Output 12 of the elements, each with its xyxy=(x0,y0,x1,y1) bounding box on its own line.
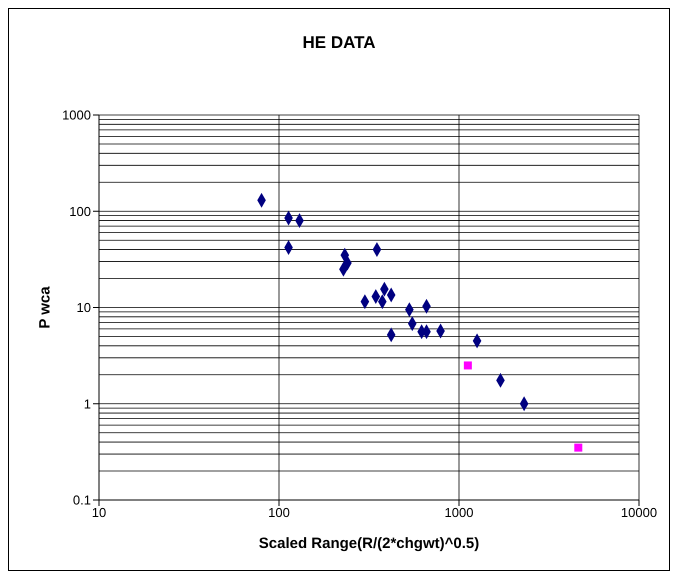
y-tick-label: 100 xyxy=(69,204,91,219)
chart-title: HE DATA xyxy=(301,33,377,53)
x-axis-title: Scaled Range(R/(2*chgwt)^0.5) xyxy=(258,535,480,552)
y-tick-label: 0.1 xyxy=(72,492,91,508)
y-tick-label: 10 xyxy=(76,300,91,316)
x-tick-label: 100 xyxy=(268,505,290,520)
x-tick-label: 10 xyxy=(92,505,106,520)
y-axis-title: P wca xyxy=(36,286,54,329)
y-tick-label: 1 xyxy=(84,396,91,412)
y-tick-label: 1000 xyxy=(62,108,91,123)
x-tick-label: 10000 xyxy=(620,505,658,520)
x-tick-label: 1000 xyxy=(444,505,474,520)
